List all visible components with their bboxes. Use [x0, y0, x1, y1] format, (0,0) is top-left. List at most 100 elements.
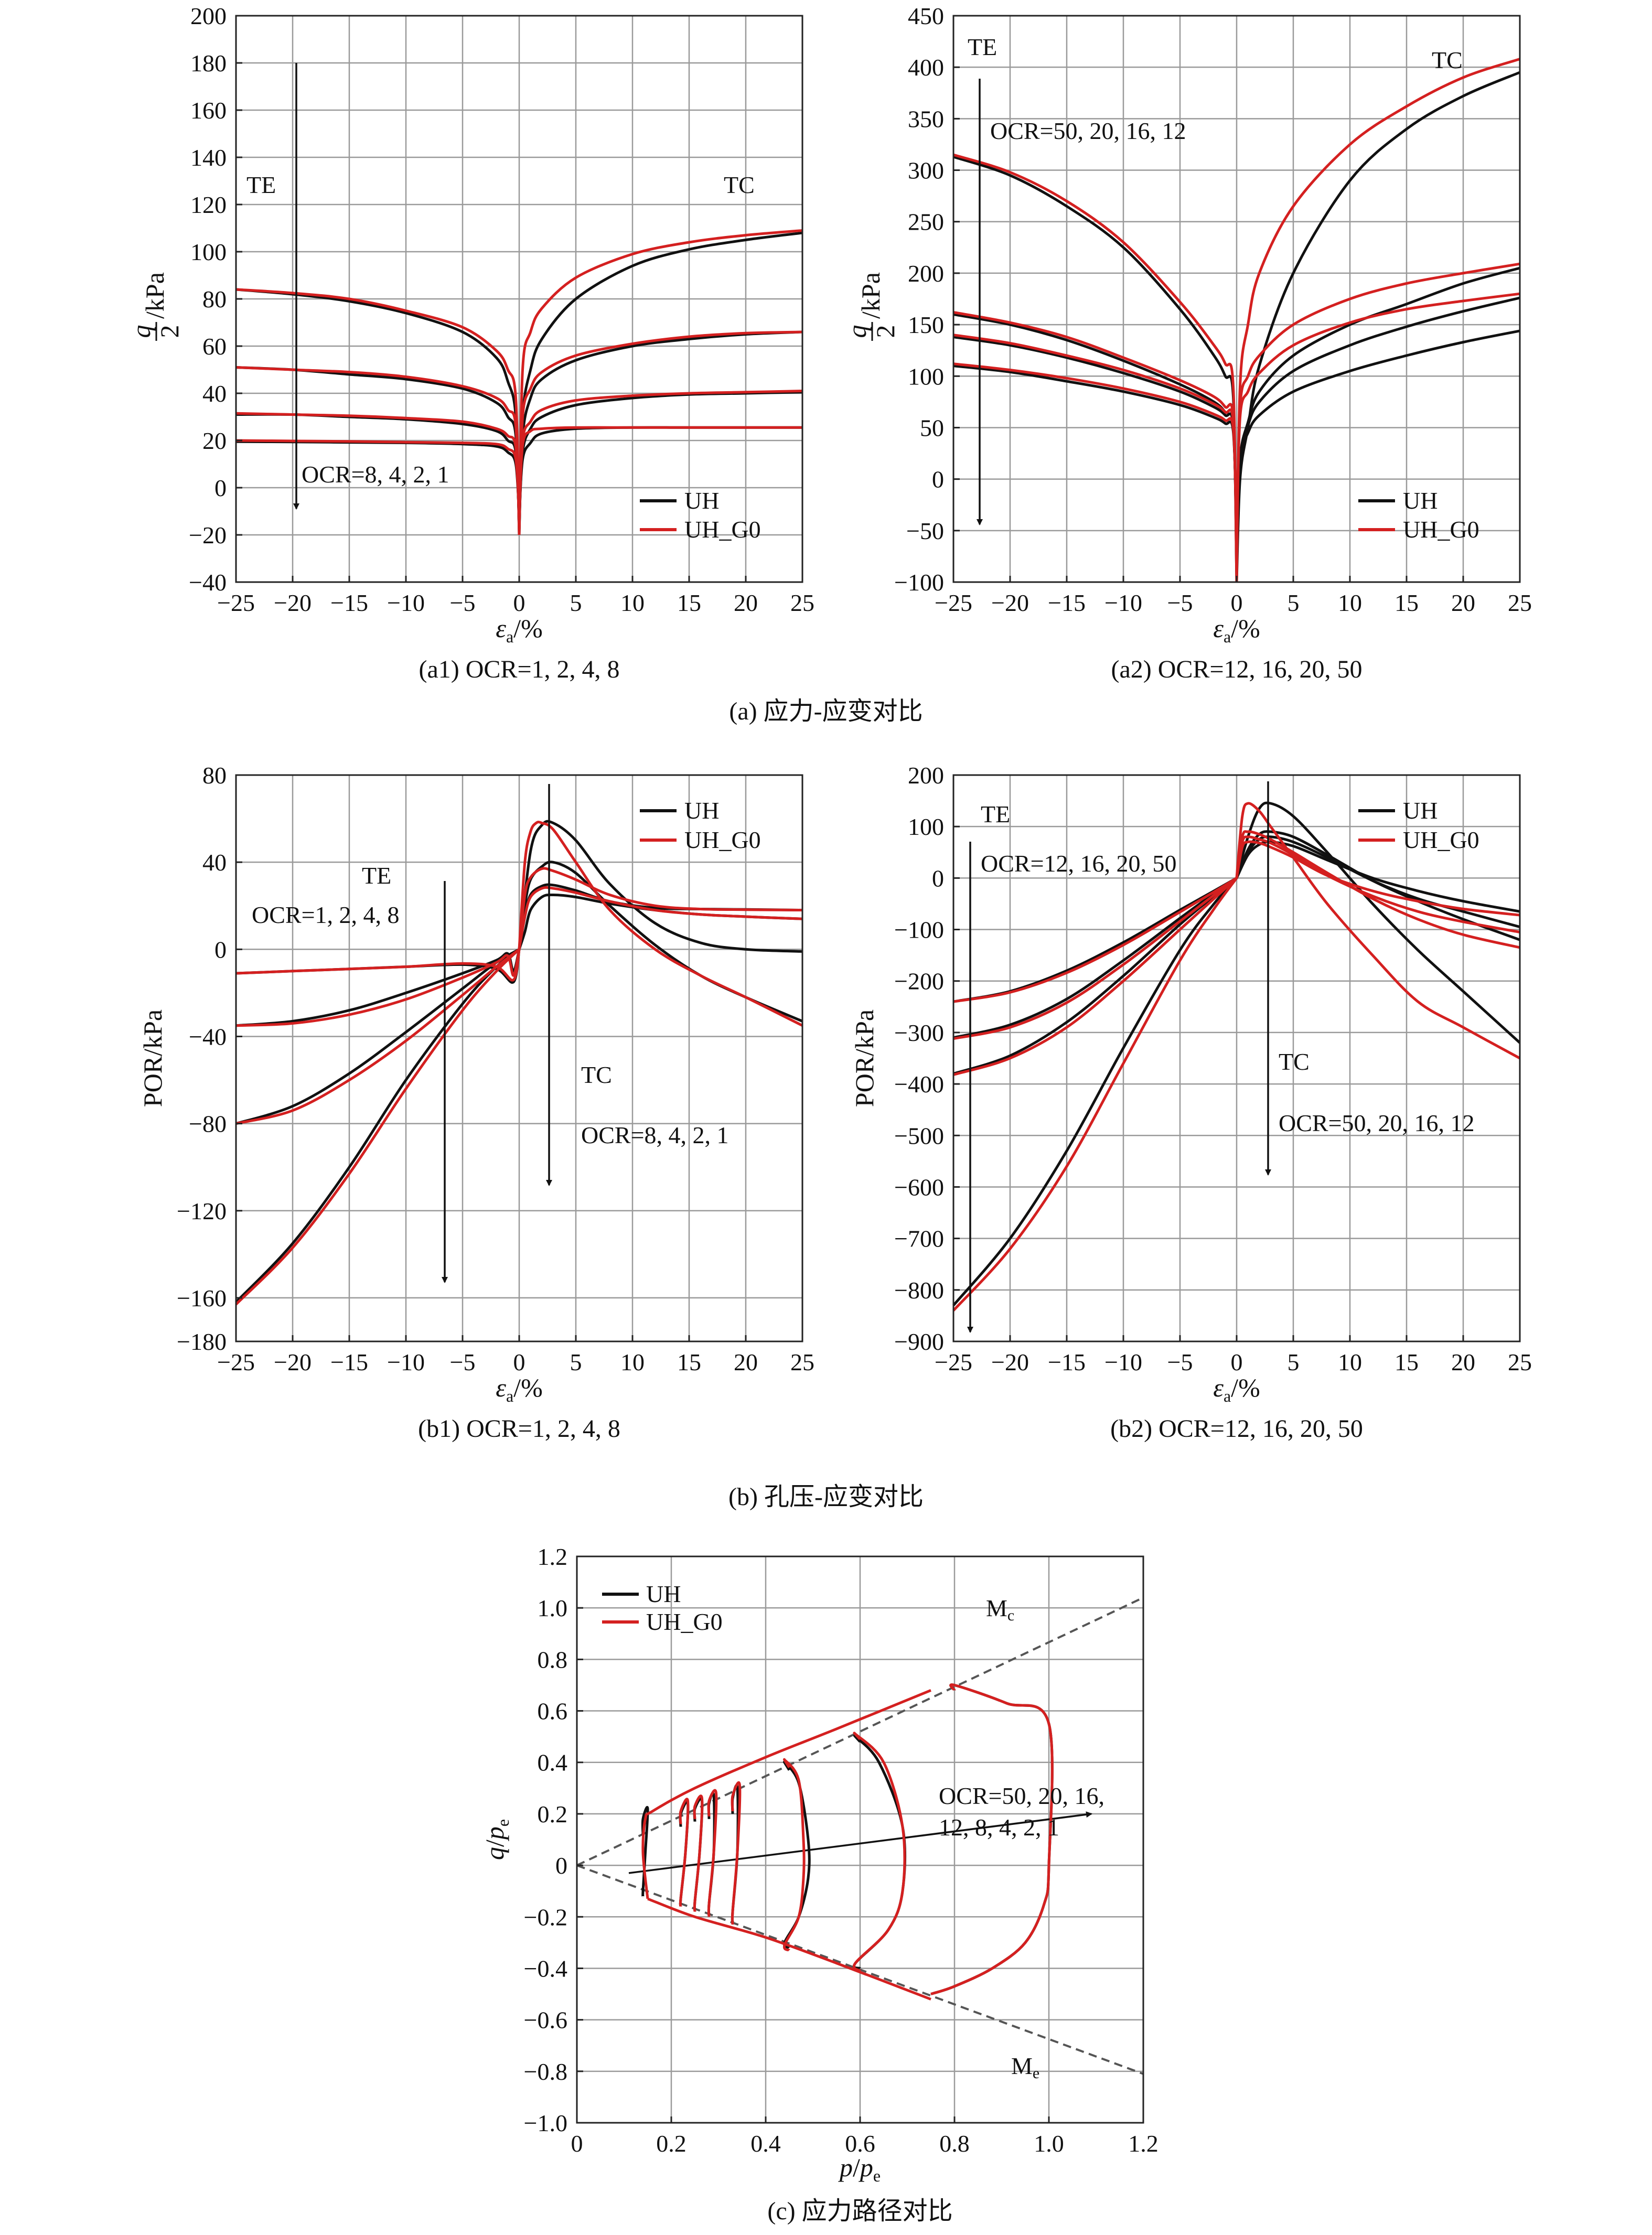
y-tick-label: 0 — [214, 936, 227, 963]
x-tick-label: 0.2 — [656, 2130, 686, 2157]
uh-series-curve — [518, 231, 803, 535]
x-tick-label: −5 — [450, 1349, 476, 1376]
uh-g0-series-curve — [1235, 835, 1520, 933]
ocr-tc-label-b2: OCR=50, 20, 16, 12 — [1279, 1110, 1475, 1136]
y-tick-label: 0.8 — [538, 1646, 568, 1673]
x-tick-label: 5 — [1288, 589, 1300, 616]
x-tick-label: −20 — [991, 1349, 1029, 1376]
legend-a2: UH UH_G0 — [1358, 487, 1479, 543]
x-tick-label: 10 — [620, 1349, 645, 1376]
y-tick-label: −100 — [894, 917, 944, 943]
y-tick-label: −0.8 — [524, 2058, 567, 2085]
x-tick-label: −25 — [217, 589, 255, 616]
mc-dashed-line — [576, 1596, 1144, 1866]
x-tick-label: 0.6 — [845, 2130, 875, 2157]
legend-label-uhg0-a1: UH_G0 — [684, 516, 761, 543]
x-tick-label: 15 — [677, 1349, 701, 1376]
chart-a1: −25 −20 −15 −10 −5 0 5 10 15 20 25 −40 −20 0 20 40 60 80 1… — [126, 3, 814, 683]
grid-b1 — [236, 775, 802, 1341]
ocr-te-label-b1: OCR=1, 2, 4, 8 — [252, 901, 400, 928]
y-tick-label: −300 — [894, 1019, 944, 1046]
x-tick-label: 25 — [1508, 1349, 1532, 1376]
ylabel-a2: q 2 /kPa — [842, 272, 900, 341]
y-tick-label: −200 — [894, 968, 944, 995]
y-tick-label: −500 — [894, 1122, 944, 1149]
uh-g0-series-curve — [1235, 58, 1520, 583]
uh-g0-series-curve — [731, 1781, 742, 1925]
y-tick-label: 0 — [932, 865, 944, 891]
ocr-label-c-line1: OCR=50, 20, 16, — [939, 1782, 1104, 1809]
uh-g0-series-curve — [518, 229, 803, 535]
x-tick-label: −25 — [935, 589, 972, 616]
uh-g0-series-curve — [235, 948, 520, 1125]
x-tick-label: −10 — [387, 1349, 425, 1376]
ticks-b1: −25 −20 −15 −10 −5 0 5 10 15 20 25 −180 −160 −120 −80 −… — [177, 762, 814, 1376]
x-tick-label: −20 — [991, 589, 1029, 616]
x-tick-label: −20 — [274, 1349, 312, 1376]
x-tick-label: 0 — [1231, 1349, 1243, 1376]
y-tick-label: 150 — [908, 311, 944, 338]
legend-label-uh-a2: UH — [1403, 487, 1438, 514]
ocr-label-a2: OCR=50, 20, 16, 12 — [990, 117, 1186, 144]
uh-g0-series-curve — [518, 867, 803, 950]
ylabel-num-a2: q — [842, 325, 872, 338]
x-tick-label: 20 — [1451, 589, 1475, 616]
x-tick-label: 10 — [620, 589, 645, 616]
ticks-b2: −25 −20 −15 −10 −5 0 5 10 15 20 25 −900 −800 −700 −600… — [894, 762, 1532, 1376]
xlabel-a2: εa/% — [1213, 614, 1260, 646]
uh-g0-series-curve — [782, 1758, 806, 1952]
curves-a1 — [235, 229, 803, 535]
curves-c — [576, 1596, 1144, 2075]
tc-label-a1: TC — [724, 171, 755, 198]
uh-g0-series-curve — [518, 821, 803, 1027]
uh-series-curve — [641, 1806, 649, 1898]
uh-g0-series-curve — [235, 412, 521, 523]
uh-g0-series-curve — [518, 426, 802, 517]
uh-g0-series-curve — [518, 330, 803, 531]
uh-series-curve — [518, 893, 803, 950]
x-tick-label: 10 — [1338, 1349, 1362, 1376]
y-tick-label: 1.2 — [538, 1543, 568, 1570]
y-tick-label: 180 — [190, 50, 227, 77]
uh-g0-series-curve — [641, 1689, 931, 1899]
uh-series-curve — [518, 391, 803, 523]
te-label-b2: TE — [981, 801, 1010, 828]
uh-series-curve — [953, 877, 1238, 1039]
x-tick-label: −5 — [1167, 589, 1193, 616]
subtitle-a2: (a2) OCR=12, 16, 20, 50 — [1111, 656, 1362, 683]
y-tick-label: −120 — [177, 1198, 227, 1224]
y-tick-label: −0.2 — [524, 1904, 567, 1930]
uh-series-curve — [1235, 841, 1520, 913]
uh-g0-series-curve — [1235, 802, 1521, 1060]
uh-g0-series-curve — [235, 439, 521, 517]
xlabel-b2: εa/% — [1213, 1373, 1260, 1405]
uh-g0-series-curve — [518, 390, 803, 523]
y-tick-label: 200 — [908, 762, 944, 789]
x-tick-label: 0 — [571, 2130, 583, 2157]
x-tick-label: −5 — [450, 589, 476, 616]
caption-a: (a) 应力-应变对比 — [729, 697, 922, 725]
tc-label-b1: TC — [581, 1061, 612, 1088]
y-tick-label: −800 — [894, 1277, 944, 1304]
x-tick-label: 15 — [1394, 1349, 1419, 1376]
chart-b1: −25 −20 −15 −10 −5 0 5 10 15 20 25 −180 −160 −120 −80 −… — [138, 762, 814, 1443]
x-tick-label: −5 — [1167, 1349, 1193, 1376]
grid-b2 — [953, 775, 1520, 1341]
x-tick-label: 25 — [790, 1349, 814, 1376]
te-label-a1: TE — [246, 171, 276, 198]
legend-b2: UH UH_G0 — [1358, 797, 1479, 853]
ylabel-num-a1: q — [126, 325, 156, 338]
y-tick-label: 80 — [202, 286, 227, 313]
y-tick-label: −0.6 — [524, 2007, 567, 2034]
legend-label-uhg0-a2: UH_G0 — [1403, 516, 1479, 543]
uh-g0-series-curve — [953, 877, 1238, 1003]
legend-c: UH UH_G0 — [602, 1581, 723, 1635]
x-tick-label: 0 — [513, 589, 525, 616]
x-tick-label: −20 — [274, 589, 312, 616]
uh-series-curve — [953, 313, 1238, 552]
y-tick-label: −400 — [894, 1071, 944, 1098]
y-tick-label: −0.4 — [524, 1955, 567, 1982]
y-tick-label: 120 — [190, 191, 227, 218]
tc-label-a2: TC — [1432, 47, 1463, 73]
y-tick-label: −80 — [189, 1111, 227, 1137]
